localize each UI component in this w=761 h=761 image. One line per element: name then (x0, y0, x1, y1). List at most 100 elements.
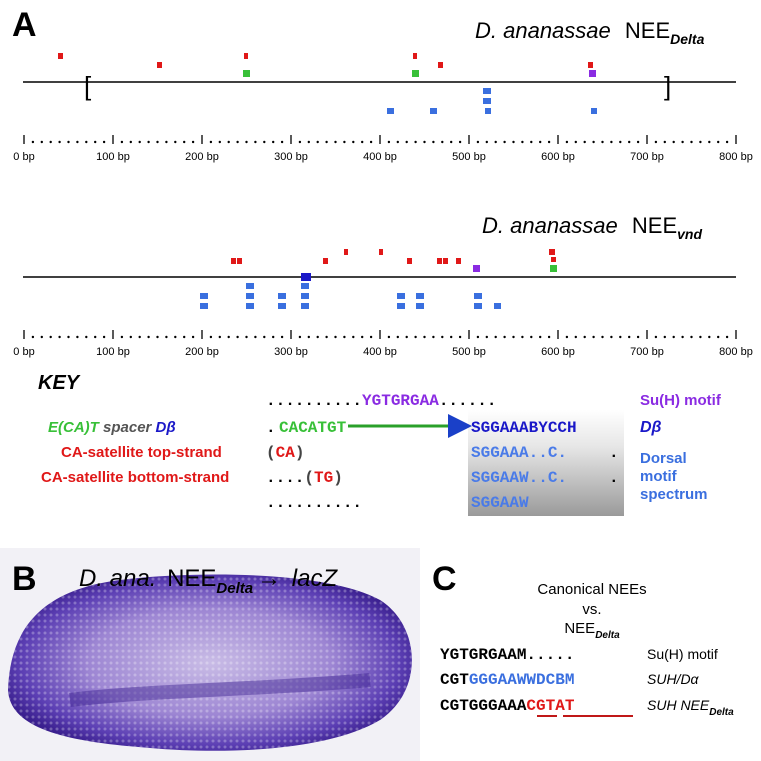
key-row4-tail: . (609, 469, 619, 487)
panel-c-header-line2: vs. (582, 601, 601, 618)
ruler-dot (432, 140, 435, 144)
ruler-label: 0 bp (13, 151, 34, 163)
ruler-dot (334, 335, 337, 339)
track2-blue-mark (301, 283, 309, 289)
ruler-dot (343, 140, 346, 144)
panel-b-arrow: → (257, 565, 281, 592)
track2-blue-mark (474, 303, 482, 309)
key-suh-label: Su(H) motif (640, 392, 722, 409)
ruler-dot (547, 335, 551, 339)
ruler-dot (147, 335, 150, 339)
ruler-label: 0 bp (13, 346, 34, 358)
ruler-dot (441, 335, 444, 339)
track2-nee: NEE (632, 213, 677, 238)
track2-blue-mark (397, 303, 405, 309)
track2-title: D. ananassae NEEvnd (482, 213, 702, 242)
key-row3: (CA) (266, 444, 304, 462)
ruler-dot (40, 140, 43, 144)
track2-blue-mark (474, 293, 482, 299)
ruler-dot (405, 140, 408, 144)
panel-c-row3-label-text: SUH NEE (647, 697, 710, 713)
ruler-dot (272, 140, 275, 144)
track2-blue-mark (200, 303, 208, 309)
ruler-dot (494, 140, 497, 144)
ruler-dot (245, 140, 248, 144)
ruler-dot (414, 335, 417, 339)
ruler-dot (708, 335, 711, 339)
ruler-dot (209, 140, 213, 144)
ruler-dot (503, 140, 506, 144)
ruler-dot (396, 335, 399, 339)
track1-blue-mark (387, 108, 394, 114)
ruler-dot (102, 140, 106, 144)
ruler-dot (476, 335, 480, 339)
ruler-dot (352, 335, 355, 339)
track2-red-mark (344, 249, 348, 255)
key-tg-sequence: TG (314, 469, 333, 487)
ruler-dot (31, 140, 35, 144)
track2-subscript: vnd (677, 226, 702, 242)
track1-red-mark (413, 53, 417, 59)
track1-red-mark (438, 62, 443, 68)
track2-blue-mark (397, 293, 405, 299)
key-row3-paren-close: ) (295, 444, 305, 462)
ruler-dot (245, 335, 248, 339)
ruler-dot (316, 335, 319, 339)
ruler-dot (565, 140, 569, 144)
track1-blue-mark (430, 108, 437, 114)
ruler-dot (361, 140, 364, 144)
ruler-dot (183, 140, 186, 144)
track2-blue-mark (246, 293, 254, 299)
panel-c-row2-label: SUH/Dα (647, 671, 700, 687)
ruler-dot (307, 335, 310, 339)
ruler-dot (236, 140, 239, 144)
ruler-dot (40, 335, 43, 339)
ruler-dot (539, 140, 542, 144)
panel-c-suh-sequence: YGTGRGAAM (440, 646, 526, 664)
key-dbeta-sequence: SGGAAABYCCH (471, 419, 577, 437)
ruler-label: 600 bp (541, 346, 575, 358)
ruler-dot (663, 140, 666, 144)
ruler-dot (565, 335, 569, 339)
track1-blue-mark (483, 98, 491, 104)
ruler-dot (628, 140, 631, 144)
panel-c-row1: YGTGRGAAM..... (440, 646, 574, 664)
ruler-dot (725, 140, 729, 144)
track1-bracket-open: [ (84, 71, 92, 101)
ruler-dot (699, 140, 702, 144)
panel-c-header-line1: Canonical NEEs (537, 581, 646, 598)
track2-red-mark (323, 258, 328, 264)
key-ecat-sequence: CACATGT (279, 419, 347, 437)
track2-red-mark (437, 258, 442, 264)
panel-c-header-line3: NEEDelta (564, 620, 620, 641)
track2-species: D. ananassae (482, 213, 618, 238)
ruler-label: 600 bp (541, 151, 575, 163)
track1-species: D. ananassae (475, 18, 611, 43)
track1-nee: NEE (625, 18, 670, 43)
panel-c-row1-dots: ..... (526, 646, 574, 664)
key-suh-sequence: YGTGRGAA (362, 392, 439, 410)
track1-ruler: 0 bp 100 bp 200 bp 300 bp 400 bp 500 bp 600 bp… (13, 135, 753, 163)
ruler-label: 100 bp (96, 151, 130, 163)
ruler-dot (521, 140, 524, 144)
panel-b-subscript: Delta (216, 580, 253, 597)
ruler-dot (592, 140, 595, 144)
ruler-dot (316, 140, 319, 144)
ruler-dot (227, 140, 230, 144)
dorsal-spectrum-box (468, 410, 624, 516)
track1-blue-mark (485, 108, 491, 114)
ruler-dot (49, 140, 52, 144)
ruler-dot (191, 140, 195, 144)
ruler-dot (174, 335, 177, 339)
ruler-dot (530, 335, 533, 339)
ruler-dot (521, 335, 524, 339)
ruler-dot (441, 140, 444, 144)
ruler-dot (592, 335, 595, 339)
ruler-label: 200 bp (185, 151, 219, 163)
ruler-dot (138, 140, 141, 144)
ruler-dot (396, 140, 399, 144)
track2-blue-mark (416, 293, 424, 299)
ruler-dot (574, 335, 577, 339)
ruler-dot (423, 140, 426, 144)
